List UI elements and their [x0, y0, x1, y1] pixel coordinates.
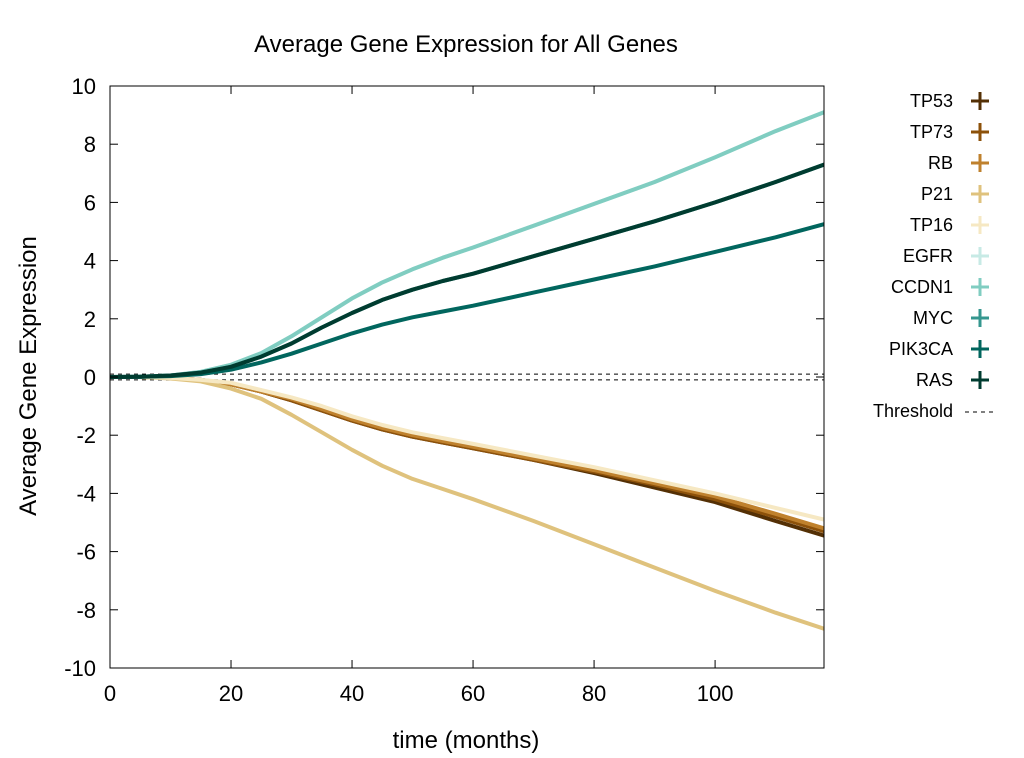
axes: 0 20 40 60 80 100 -10 -8 -6 -4 -2 0 2 4 6 8 10: [64, 74, 825, 706]
x-tick-label: 80: [582, 681, 606, 706]
legend-label: TP73: [910, 122, 953, 142]
legend: TP53 TP73 RB P21 TP16 EGFR CCDN1 MYC PIK3CA RAS Th…: [873, 91, 997, 421]
y-axis-label: Average Gene Expression: [15, 236, 42, 516]
y-tick-label: 0: [84, 365, 96, 390]
chart-title: Average Gene Expression for All Genes: [254, 31, 678, 58]
series-line-tp53: [110, 375, 824, 538]
legend-item-threshold: Threshold: [873, 401, 997, 421]
y-tick-label: 8: [84, 132, 96, 157]
legend-label: TP53: [910, 91, 953, 111]
legend-label: P21: [921, 184, 953, 204]
legend-label: MYC: [913, 308, 953, 328]
series-line-tp16: [110, 375, 824, 522]
series-line-egfr: [110, 110, 824, 379]
series-line-ras: [110, 162, 824, 379]
legend-item-rb: RB: [928, 153, 989, 173]
legend-label: TP16: [910, 215, 953, 235]
x-tick-label: 60: [461, 681, 485, 706]
legend-label: CCDN1: [891, 277, 953, 297]
legend-item-pik3ca: PIK3CA: [889, 339, 989, 359]
legend-item-myc: MYC: [913, 308, 989, 328]
y-tick-label: -2: [76, 423, 96, 448]
y-tick-label: 2: [84, 307, 96, 332]
y-tick-label: -8: [76, 598, 96, 623]
plot-area: [110, 110, 824, 631]
legend-item-ccdn1: CCDN1: [891, 277, 989, 297]
y-tick-label: 4: [84, 249, 96, 274]
plot-frame: [109, 85, 825, 669]
legend-item-tp53: TP53: [910, 91, 989, 111]
legend-label: Threshold: [873, 401, 953, 421]
series-line-myc: [110, 162, 824, 379]
series-line-rb: [110, 375, 824, 531]
x-tick-label: 100: [697, 681, 734, 706]
legend-label: RB: [928, 153, 953, 173]
legend-label: PIK3CA: [889, 339, 953, 359]
x-tick-label: 40: [340, 681, 364, 706]
legend-label: EGFR: [903, 246, 953, 266]
x-axis-label: time (months): [393, 727, 540, 754]
legend-label: RAS: [916, 370, 953, 390]
y-tick-label: -10: [64, 656, 96, 681]
series-line-ccdn1: [110, 110, 824, 379]
legend-item-p21: P21: [921, 184, 989, 204]
legend-item-ras: RAS: [916, 370, 989, 390]
series-line-tp73: [110, 375, 824, 534]
x-tick-label: 20: [219, 681, 243, 706]
legend-item-egfr: EGFR: [903, 246, 989, 266]
y-tick-label: 10: [72, 74, 96, 99]
legend-item-tp16: TP16: [910, 215, 989, 235]
y-tick-label: -4: [76, 481, 96, 506]
x-tick-label: 0: [104, 681, 116, 706]
series-line-pik3ca: [110, 222, 824, 379]
y-tick-label: -6: [76, 540, 96, 565]
y-tick-label: 6: [84, 190, 96, 215]
legend-item-tp73: TP73: [910, 122, 989, 142]
